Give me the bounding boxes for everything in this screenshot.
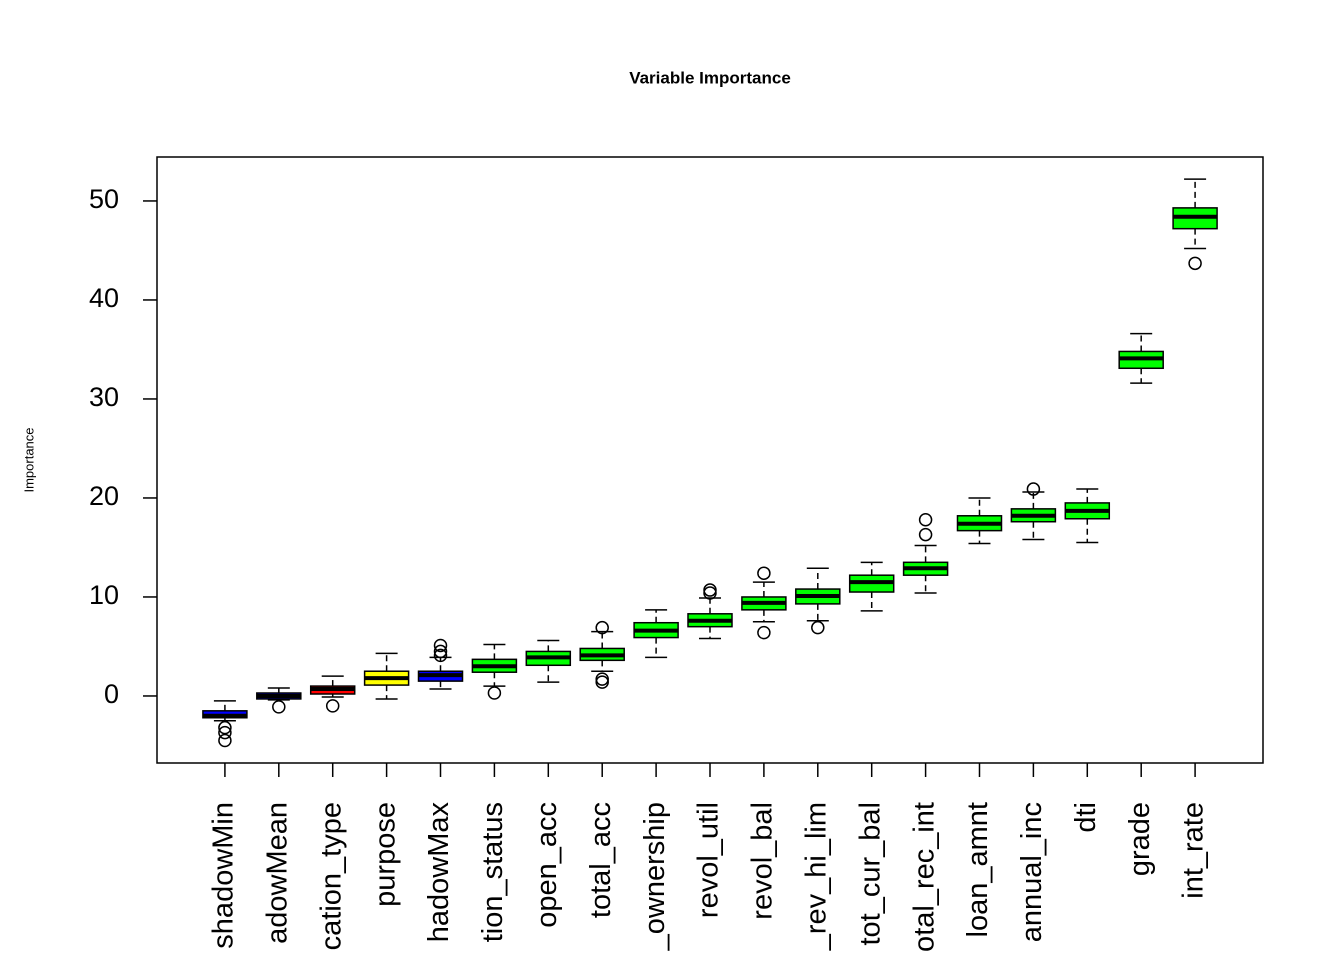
- x-tick-label: int_rate: [1178, 802, 1210, 899]
- outlier: [433, 644, 448, 659]
- outlier: [703, 586, 717, 600]
- outlier: [595, 675, 609, 689]
- x-tick-label: shadowMin: [208, 802, 240, 949]
- y-tick-label: 30: [89, 382, 119, 412]
- outlier: [595, 620, 609, 635]
- x-tick-label: purpose: [369, 802, 401, 907]
- outlier: [433, 638, 448, 653]
- x-tick-label: revol_util: [693, 802, 725, 918]
- y-tick-label: 0: [104, 679, 119, 709]
- y-tick-label: 10: [89, 580, 119, 610]
- outlier: [325, 699, 340, 713]
- x-tick-label: dti: [1070, 802, 1102, 833]
- x-tick-label: total_acc: [585, 802, 617, 918]
- y-tick-label: 50: [89, 184, 119, 214]
- x-tick-label: _rev_hi_lim: [800, 802, 832, 951]
- outlier: [918, 512, 933, 527]
- x-tick-label: loan_amnt: [962, 802, 994, 937]
- x-tick-label: revol_bal: [747, 802, 779, 920]
- x-tick-label: open_acc: [531, 802, 563, 928]
- outlier: [1188, 256, 1202, 271]
- chart-title: Variable Importance: [629, 68, 791, 87]
- x-tick-label: tot_cur_bal: [854, 802, 886, 946]
- outlier: [918, 527, 933, 542]
- x-tick-label: cation_type: [315, 802, 347, 950]
- outlier: [595, 672, 609, 686]
- outlier: [487, 686, 502, 700]
- y-tick-label: 20: [89, 481, 119, 511]
- outlier: [703, 583, 717, 597]
- plot-frame: [156, 156, 1264, 764]
- x-tick-label: hadowMax: [423, 802, 455, 943]
- x-tick-label: otal_rec_int: [908, 802, 940, 952]
- outlier: [433, 648, 448, 663]
- outlier: [218, 733, 232, 748]
- outlier: [757, 566, 771, 580]
- outlier: [218, 720, 232, 735]
- outlier: [218, 725, 232, 740]
- x-tick-label: annual_inc: [1016, 802, 1048, 942]
- x-tick-label: grade: [1124, 802, 1156, 876]
- outlier: [272, 700, 286, 714]
- outlier: [757, 625, 771, 640]
- outlier: [811, 620, 825, 635]
- x-tick-label: tion_status: [477, 802, 509, 942]
- x-tick-label: adowMean: [261, 802, 293, 944]
- y-tick-label: 40: [89, 283, 119, 313]
- x-tick-label: _ownership: [639, 802, 671, 951]
- outlier: [1026, 482, 1041, 496]
- y-axis-label: Importance: [21, 427, 36, 492]
